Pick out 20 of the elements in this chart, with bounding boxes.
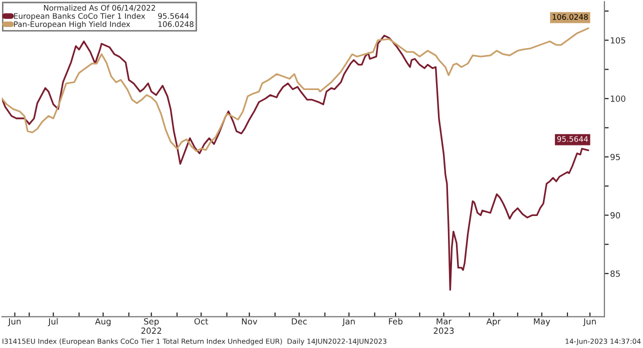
- x-tick-label: Jun: [583, 318, 596, 326]
- line-series: [2, 34, 590, 291]
- x-tick-label: Feb: [389, 318, 402, 325]
- x-tick-label: May: [534, 318, 550, 326]
- line-series: [2, 27, 590, 152]
- x-tick-label: Jun: [8, 318, 21, 326]
- x-tick-label: Jan: [342, 318, 355, 326]
- x-tick-label: Dec: [292, 318, 307, 325]
- x-tick-label: Apr: [486, 318, 501, 326]
- y-tick-label: 105: [610, 37, 626, 44]
- y-tick-label: 85: [610, 270, 620, 277]
- x-tick-label: Nov: [242, 318, 258, 325]
- x-tick-label: Sep 2022: [141, 318, 162, 334]
- x-tick-label: Mar 2023: [434, 318, 454, 334]
- x-tick-label: Jul: [48, 318, 58, 326]
- x-tick-label: Oct: [194, 318, 208, 325]
- y-tick-label: 100: [610, 96, 626, 102]
- y-tick-label: 90: [610, 212, 620, 218]
- y-tick-label: 95: [610, 154, 620, 160]
- x-tick-label: Aug: [95, 318, 111, 326]
